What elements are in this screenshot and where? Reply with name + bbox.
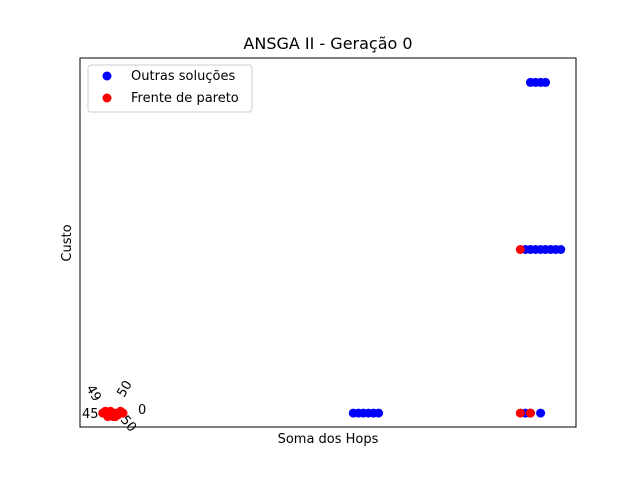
legend-label-outras: Outras soluções xyxy=(131,69,235,84)
annotation-label: 50 xyxy=(114,378,135,400)
legend-marker-outras xyxy=(102,71,112,81)
frente-pareto-point xyxy=(118,408,128,418)
frente-pareto-point xyxy=(525,408,535,418)
frente-pareto-point xyxy=(110,412,120,422)
annotation-label: 49 xyxy=(83,383,104,405)
x-axis-label: Soma dos Hops xyxy=(278,432,379,447)
legend-label-pareto: Frente de pareto xyxy=(131,91,239,106)
chart-title: ANSGA II - Geração 0 xyxy=(243,34,412,53)
frente-pareto-point xyxy=(515,408,525,418)
annotation-label: 0 xyxy=(138,403,146,418)
annotation-label: 45 xyxy=(82,407,99,422)
frente-pareto-point xyxy=(515,245,525,254)
plot-area xyxy=(79,57,577,428)
legend-box xyxy=(87,64,253,113)
data-marks xyxy=(98,77,566,422)
legend-marker-pareto xyxy=(102,93,112,103)
outras-solucoes-point xyxy=(374,408,384,418)
legend: Outras soluções Frente de pareto xyxy=(87,64,253,113)
outras-solucoes-point xyxy=(536,408,546,418)
outras-solucoes-point xyxy=(556,245,566,254)
outras-solucoes-point xyxy=(541,77,551,87)
frente-pareto-point xyxy=(100,406,110,416)
y-axis-label: Custo xyxy=(60,224,75,261)
